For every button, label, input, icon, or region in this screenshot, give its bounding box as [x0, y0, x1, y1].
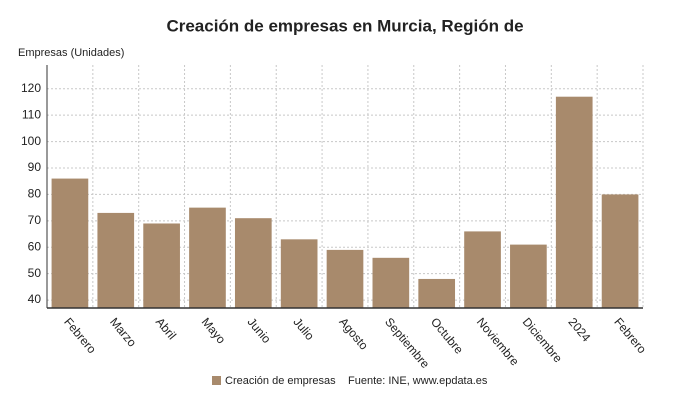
- bar: [280, 239, 318, 308]
- bar: [372, 257, 410, 308]
- x-tick-label: Julio: [290, 315, 317, 343]
- bar: [601, 194, 639, 308]
- bar: [326, 249, 364, 308]
- bar: [189, 207, 226, 308]
- y-tick-label: 80: [28, 187, 42, 201]
- y-axis-label: Empresas (Unidades): [18, 47, 124, 59]
- chart-title: Creación de empresas en Murcia, Región d…: [166, 16, 523, 35]
- bar: [97, 212, 135, 308]
- x-tick-label: Abril: [153, 315, 179, 342]
- bar: [555, 96, 593, 309]
- x-tick-label: Octubre: [428, 315, 466, 357]
- x-tick-label: Agosto: [336, 315, 371, 353]
- x-tick-label: 2024: [566, 315, 594, 345]
- legend-label: Creación de empresas: [225, 375, 336, 387]
- y-tick-label: 120: [21, 81, 41, 95]
- x-tick-label: Mayo: [199, 315, 229, 347]
- y-tick-label: 110: [22, 107, 41, 121]
- x-tick-label: Marzo: [107, 315, 139, 350]
- bar: [418, 278, 456, 308]
- y-tick-label: 60: [28, 239, 42, 253]
- y-tick-label: 70: [28, 213, 42, 227]
- bar: [234, 218, 272, 308]
- legend-swatch: [212, 376, 221, 385]
- x-tick-label: Febrero: [611, 315, 649, 356]
- bar: [464, 231, 501, 308]
- bar: [51, 178, 89, 308]
- bar: [510, 244, 547, 308]
- y-tick-label: 40: [28, 292, 42, 306]
- x-tick-label: Noviembre: [474, 315, 522, 369]
- x-tick-label: Septiembre: [382, 315, 432, 371]
- x-tick-label: Diciembre: [520, 315, 566, 366]
- y-tick-label: 100: [21, 134, 41, 148]
- source: Fuente: INE, www.epdata.es: [348, 375, 488, 387]
- x-tick-label: Febrero: [61, 315, 99, 356]
- x-tick-label: Junio: [245, 315, 274, 346]
- bar: [143, 223, 180, 308]
- y-tick-label: 50: [28, 266, 42, 280]
- y-tick-label: 90: [28, 160, 42, 174]
